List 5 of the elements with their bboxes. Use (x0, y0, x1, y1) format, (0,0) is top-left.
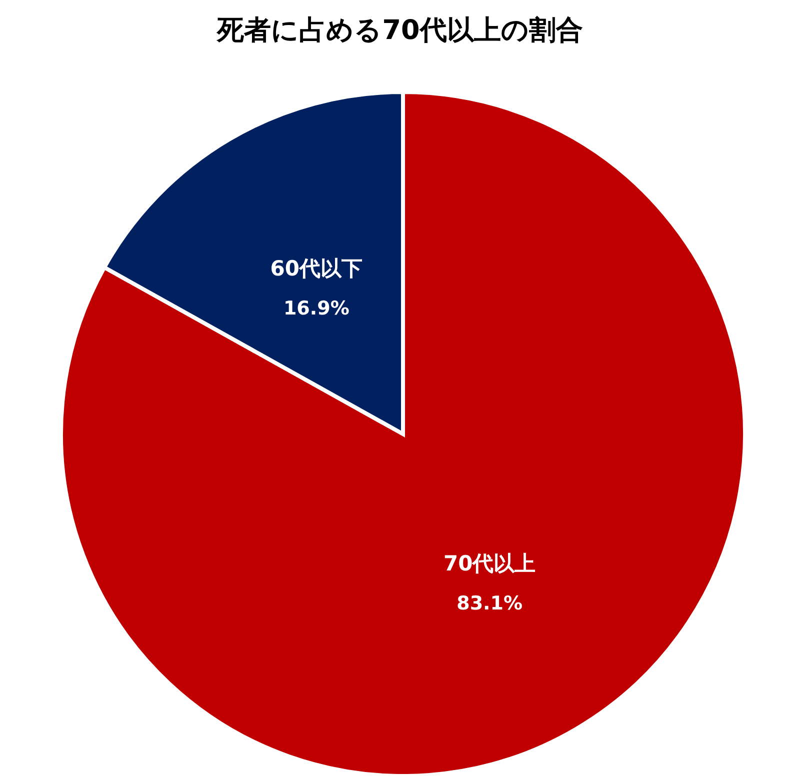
chart-title: 死者に占める70代以上の割合 (216, 14, 584, 48)
data-label: 16.9% (283, 298, 350, 320)
slice-label: 70代以上 (443, 551, 536, 576)
data-label: 83.1% (456, 592, 523, 614)
slice-label: 60代以下 (270, 256, 363, 281)
